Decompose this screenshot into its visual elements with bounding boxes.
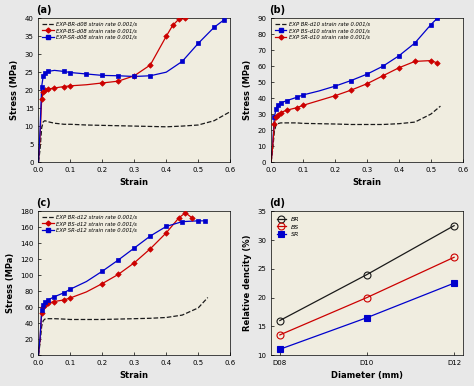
BS xyxy=(277,333,283,337)
BR xyxy=(364,272,370,277)
BS xyxy=(364,295,370,300)
X-axis label: Diameter (mm): Diameter (mm) xyxy=(331,371,403,381)
Line: SR: SR xyxy=(276,280,457,353)
BR xyxy=(277,318,283,323)
Y-axis label: Relative dencity (%): Relative dencity (%) xyxy=(243,235,252,332)
Text: (c): (c) xyxy=(36,198,51,208)
Y-axis label: Stress (MPa): Stress (MPa) xyxy=(6,253,15,313)
Legend: EXP-BR-d08 strain rate 0.001/s, EXP-BS-d08 strain rate 0.001/s, EXP-SR-d08 strai: EXP-BR-d08 strain rate 0.001/s, EXP-BS-d… xyxy=(41,21,138,41)
X-axis label: Strain: Strain xyxy=(353,178,382,188)
X-axis label: Strain: Strain xyxy=(120,371,149,381)
Y-axis label: Stress (MPa): Stress (MPa) xyxy=(10,60,19,120)
BS xyxy=(451,255,457,259)
X-axis label: Strain: Strain xyxy=(120,178,149,188)
Legend: EXP BR-d10 strain rate 0.001/s, EXP BS-d10 strain rate 0.001/s, EXP SR-d10 strai: EXP BR-d10 strain rate 0.001/s, EXP BS-d… xyxy=(274,21,371,41)
Text: (d): (d) xyxy=(269,198,285,208)
SR xyxy=(277,347,283,352)
BR xyxy=(451,223,457,228)
SR xyxy=(364,315,370,320)
Line: BS: BS xyxy=(276,254,457,339)
Legend: BR, BS, SR: BR, BS, SR xyxy=(274,214,302,239)
Text: (b): (b) xyxy=(269,5,285,15)
SR xyxy=(451,281,457,286)
Y-axis label: Stress (MPa): Stress (MPa) xyxy=(243,60,252,120)
Text: (a): (a) xyxy=(36,5,52,15)
Legend: EXP BR-d12 strain rate 0.001/s, EXP BS-d12 strain rate 0.001/s, EXP SR-d12 strai: EXP BR-d12 strain rate 0.001/s, EXP BS-d… xyxy=(41,214,138,234)
Line: BR: BR xyxy=(276,222,457,324)
